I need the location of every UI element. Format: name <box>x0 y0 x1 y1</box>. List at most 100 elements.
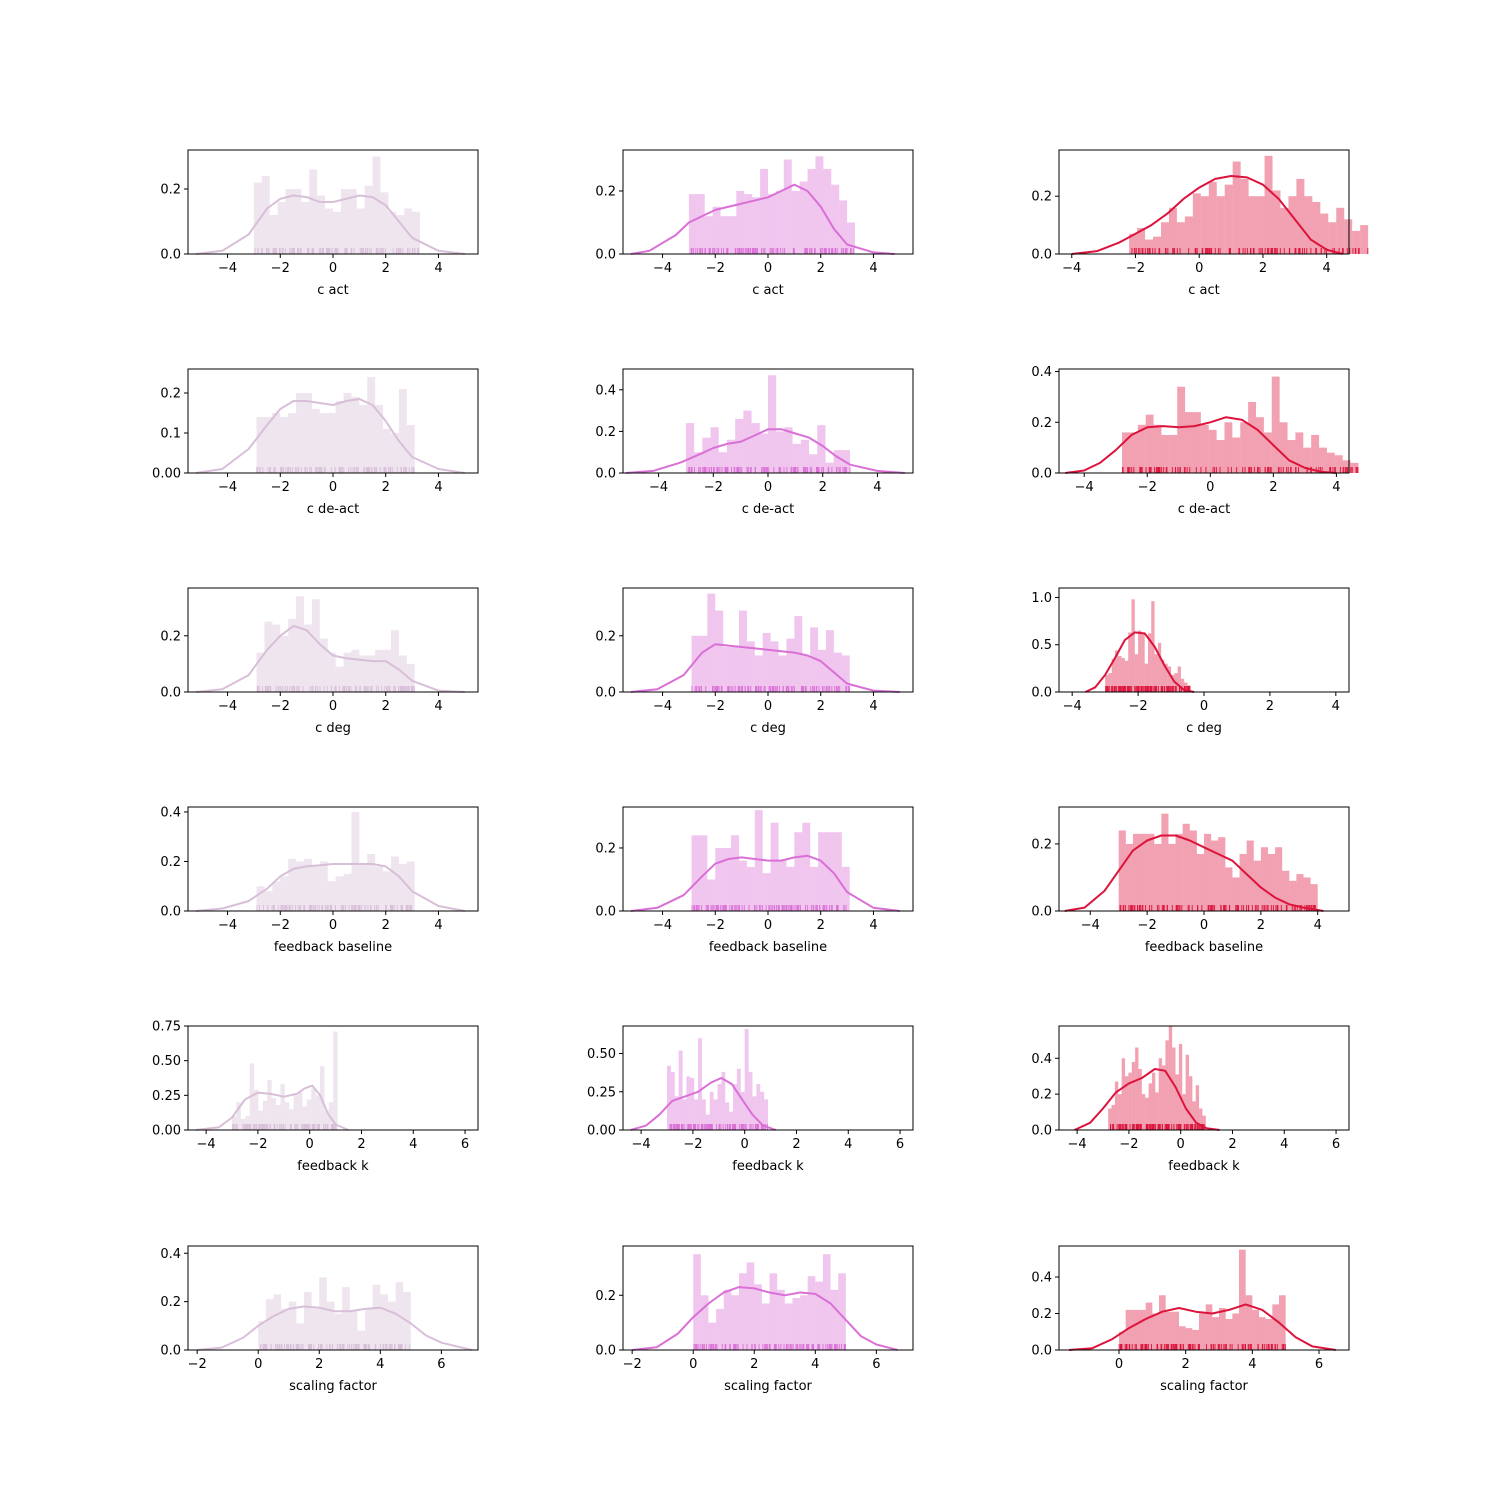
x-tick-label: 0 <box>1177 1137 1185 1152</box>
kde-curve <box>1068 1303 1336 1351</box>
histogram-bar <box>1344 219 1353 254</box>
histogram-bar <box>372 156 381 254</box>
histogram-bar <box>1252 1309 1259 1350</box>
histogram-bar <box>365 1308 373 1350</box>
x-tick-label: 0 <box>741 1137 749 1152</box>
histogram-bar <box>1153 236 1161 254</box>
histogram-bars <box>253 156 420 254</box>
histogram-bar <box>288 1301 297 1350</box>
axes-frame <box>1058 368 1350 474</box>
y-tick-label: 0.0 <box>1031 686 1052 701</box>
histogram-bar <box>778 655 787 692</box>
rug-marks <box>1118 1344 1286 1350</box>
histogram-bar <box>1182 823 1190 911</box>
y-tick-label: 0.0 <box>160 686 181 701</box>
x-tick-label: −4 <box>653 699 672 714</box>
histogram-bar <box>810 866 819 911</box>
histogram-bar <box>1122 432 1130 473</box>
histogram-bar <box>267 1080 272 1130</box>
histogram-bar <box>1177 386 1186 473</box>
kde-curve <box>195 194 465 255</box>
y-tick-label: 0.0 <box>160 248 181 263</box>
x-tick-label: 2 <box>750 1357 758 1372</box>
x-tick-label: −2 <box>706 918 725 933</box>
histogram-bar <box>1145 239 1154 254</box>
histogram-bar <box>1151 1072 1156 1130</box>
histogram-bars <box>256 377 415 473</box>
histogram-bar <box>760 1091 765 1130</box>
y-tick-label: 0.00 <box>152 1124 181 1139</box>
x-tick-label: 2 <box>817 918 825 933</box>
y-tick-label: 0.4 <box>160 805 181 820</box>
histogram-bar <box>349 1311 358 1350</box>
histogram-bar <box>1256 417 1264 473</box>
x-tick-label: −2 <box>623 1357 642 1372</box>
histogram-bar <box>1267 853 1276 911</box>
x-tick-label: 2 <box>1182 1357 1190 1372</box>
histogram-bar <box>847 222 855 254</box>
y-tick-label: 0.4 <box>1031 365 1052 380</box>
histogram-bar <box>686 1076 691 1130</box>
histogram-bar <box>1138 630 1142 692</box>
histogram-bar <box>1212 1317 1219 1350</box>
histogram-bar <box>327 413 336 473</box>
x-tick-label: 0 <box>689 1357 697 1372</box>
histogram-bar <box>271 1098 277 1130</box>
x-tick-label: −4 <box>653 918 672 933</box>
histogram-bar <box>794 832 803 911</box>
histogram-bar <box>1172 1311 1179 1350</box>
histogram-bar <box>699 635 708 692</box>
kde-curve <box>197 1305 473 1351</box>
histogram-bar <box>1108 1108 1112 1130</box>
x-tick-label: 0 <box>764 699 772 714</box>
x-axis-label: c deg <box>750 721 786 736</box>
histogram-bar <box>1328 222 1337 254</box>
histogram-bar <box>1282 870 1290 911</box>
histogram-bar <box>674 1096 679 1130</box>
histogram-bar <box>815 1281 823 1350</box>
histogram-bar <box>327 881 336 911</box>
histogram-bar <box>752 1096 757 1130</box>
histogram-bar <box>1232 877 1240 911</box>
y-tick-label: 0.00 <box>152 467 181 482</box>
histogram-bar <box>1185 1054 1189 1130</box>
y-tick-label: 0.2 <box>160 183 181 198</box>
histogram-bar <box>746 866 755 911</box>
histogram-bar <box>1154 654 1158 692</box>
histogram-bar <box>691 635 700 692</box>
histogram-bar <box>1256 196 1265 254</box>
histogram-bar <box>736 190 745 254</box>
x-tick-label: −4 <box>218 480 237 495</box>
y-tick-label: 0.2 <box>1031 416 1052 431</box>
histogram-bar <box>1288 196 1297 254</box>
histogram-bar <box>304 624 312 692</box>
histogram-bar <box>333 211 341 254</box>
kde-curve <box>195 863 465 912</box>
histogram-bar <box>688 194 697 254</box>
histogram-bar <box>367 655 376 692</box>
histogram-bars <box>688 156 855 254</box>
x-axis-label: feedback baseline <box>709 940 827 955</box>
histogram-bar <box>739 1273 747 1350</box>
subplot-5: −4 −2 0 2 4 0.0 0.2 0.4 c de-act <box>595 368 914 517</box>
kde-curve <box>195 624 465 693</box>
y-tick-label: 0.2 <box>595 184 616 199</box>
histogram-bar <box>1176 222 1185 254</box>
histogram-bar <box>288 618 297 692</box>
x-tick-label: 4 <box>434 480 442 495</box>
histogram-bar <box>1310 884 1318 911</box>
histogram-bar <box>1139 1309 1146 1350</box>
subplot-9: −4 −2 0 2 4 0.0 0.5 1.0 c deg <box>1031 587 1350 736</box>
histogram-bar <box>1184 216 1193 254</box>
histogram-bars <box>1122 376 1359 473</box>
histogram-bar <box>809 454 818 473</box>
histogram-bar <box>764 1099 768 1130</box>
histogram-bar <box>1350 462 1359 473</box>
histogram-bar <box>1179 1326 1186 1350</box>
y-tick-label: 0.0 <box>1031 248 1052 263</box>
histogram-bar <box>1219 1308 1226 1350</box>
histogram-bar <box>726 439 736 473</box>
histogram-bar <box>1182 1094 1186 1130</box>
histogram-bar <box>1131 1061 1136 1130</box>
histogram-bar <box>1204 833 1212 911</box>
